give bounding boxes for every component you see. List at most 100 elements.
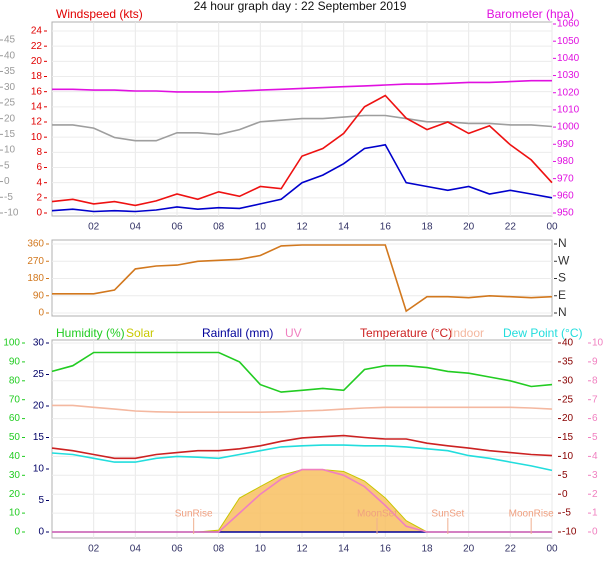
x-tick-label: 14 (338, 544, 350, 555)
legend-label: Rainfall (mm) (202, 326, 273, 340)
y-tick-label: 0 (14, 527, 20, 538)
x-tick-label: 08 (213, 544, 225, 555)
y2-tick-label: 1040 (557, 53, 580, 64)
series-line (51, 434, 553, 460)
y3-tick-label: -5 (4, 192, 13, 203)
y-tick-label: 6 (36, 162, 42, 173)
y2-tick-label: S (558, 271, 566, 285)
series-line (52, 468, 552, 533)
y2-tick-label: 990 (557, 139, 574, 150)
y2-tick-label: 1060 (557, 19, 580, 30)
y-tick-label: 24 (31, 26, 43, 37)
y4-tick-label: 0 (592, 527, 598, 538)
y2-tick-label: 980 (557, 156, 574, 167)
y-tick-label: 20 (31, 56, 43, 67)
y-tick-label: 50 (9, 432, 21, 443)
y3-tick-label: -10 (562, 527, 577, 538)
y3-tick-label: -5 (562, 508, 571, 519)
y-axis-label: Windspeed (kts) (56, 7, 143, 21)
y3-tick-label: 40 (562, 338, 574, 349)
y3-tick-label: 15 (4, 129, 16, 140)
y-tick-label: 0 (36, 208, 42, 219)
x-tick-label: 18 (421, 544, 433, 555)
x-tick-label: 10 (255, 222, 267, 233)
y-tick-label: 14 (31, 101, 43, 112)
x-tick-label: 20 (463, 222, 475, 233)
annotation-label: SunSet (431, 509, 464, 520)
x-tick-label: 12 (296, 544, 308, 555)
legend-label: UV (285, 326, 302, 340)
y4-tick-label: 8 (592, 375, 598, 386)
series-line (52, 404, 553, 413)
x-tick-label: 06 (171, 222, 183, 233)
y3-tick-label: 35 (4, 66, 16, 77)
x-tick-label: 04 (130, 544, 142, 555)
y-tick-label: 90 (33, 290, 45, 301)
y4-tick-label: 10 (592, 338, 604, 349)
y3-tick-label: 30 (4, 82, 16, 93)
y3-tick-label: 0 (4, 176, 10, 187)
y-tick-label: 80 (9, 375, 21, 386)
y-tick-label: 360 (27, 239, 44, 250)
y2-tick-label: 950 (557, 208, 574, 219)
y-tick-label: 270 (27, 256, 44, 267)
y4-tick-label: 1 (592, 508, 598, 519)
y-tick-label: 18 (31, 71, 43, 82)
legend-label: Dew Point (°C) (503, 326, 582, 340)
legend-label: Humidity (%) (56, 326, 125, 340)
x-tick-label: 06 (171, 544, 183, 555)
y3-tick-label: 25 (4, 98, 16, 109)
legend-label: Solar (126, 326, 154, 340)
y-tick-label: 2 (36, 192, 42, 203)
y-tick-label: 16 (31, 86, 43, 97)
x-tick-label: 10 (255, 544, 267, 555)
y4-tick-label: 3 (592, 470, 598, 481)
x-tick-label: 12 (296, 222, 308, 233)
y3-tick-label: -10 (4, 208, 19, 219)
y-tick-label: 70 (9, 394, 21, 405)
x-tick-label: 02 (88, 222, 100, 233)
y-tick-label: 30 (9, 470, 21, 481)
x-tick-label: 22 (505, 222, 517, 233)
y2-tick-label: 960 (557, 190, 574, 201)
y-tick-label: 4 (36, 177, 42, 188)
y2-tick-label: 15 (33, 432, 45, 443)
series-line (51, 351, 553, 393)
y3-tick-label: 20 (4, 113, 16, 124)
series-line (52, 79, 552, 93)
y2-tick-label: N (558, 305, 567, 319)
x-tick-label: 18 (421, 222, 433, 233)
y2-tick-label: 25 (33, 369, 45, 380)
y3-tick-label: 15 (562, 432, 574, 443)
legend-label: Indoor (450, 326, 484, 340)
y4-tick-label: 5 (592, 432, 598, 443)
annotation-label: MoonSet (357, 509, 397, 520)
y2-tick-label: 0 (38, 527, 44, 538)
y-tick-label: 12 (31, 117, 43, 128)
y3-tick-label: 20 (562, 413, 574, 424)
y3-tick-label: 5 (4, 160, 10, 171)
series-line (51, 143, 553, 213)
y2-tick-label: 1010 (557, 105, 580, 116)
series-line (52, 114, 553, 142)
y-tick-label: 100 (3, 338, 20, 349)
y2-tick-label: 1020 (557, 87, 580, 98)
x-tick-label: 16 (380, 222, 392, 233)
series-line (52, 244, 553, 313)
y-tick-label: 0 (38, 308, 44, 319)
y2-tick-label: 1050 (557, 36, 580, 47)
y2-tick-label: 970 (557, 173, 574, 184)
y-tick-label: 8 (36, 147, 42, 158)
x-tick-label: 04 (130, 222, 142, 233)
x-tick-label: 16 (380, 544, 392, 555)
y-tick-label: 60 (9, 413, 21, 424)
y2-tick-label: 10 (33, 464, 45, 475)
x-tick-label: 02 (88, 544, 100, 555)
y-tick-label: 20 (9, 489, 21, 500)
y2-tick-label: E (558, 288, 566, 302)
y3-tick-label: 0 (562, 489, 568, 500)
y3-tick-label: 10 (4, 145, 16, 156)
annotation-label: SunRise (175, 509, 213, 520)
y2-tick-label: 30 (33, 338, 45, 349)
x-tick-label: 08 (213, 222, 225, 233)
